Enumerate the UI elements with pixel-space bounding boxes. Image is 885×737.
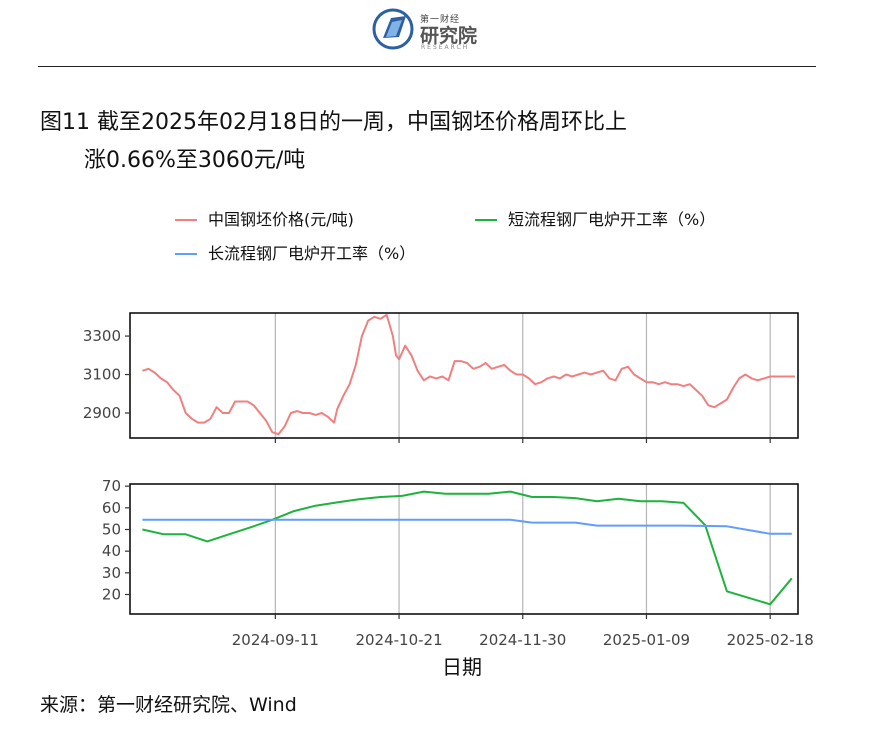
research-logo-icon <box>372 8 414 50</box>
utilization-y-tick-label-5: 70 <box>102 477 121 495</box>
price-panel-frame <box>129 312 799 439</box>
figure-title-line-1: 图11 截至2025年02月18日的一周，中国钢坯价格周环比上 <box>40 110 627 135</box>
utilization-series-line-1 <box>142 518 792 535</box>
utilization-series-line-0 <box>142 490 793 606</box>
utilization-panel-frame <box>129 483 799 615</box>
price-y-tick-label-0: 2900 <box>83 404 121 422</box>
x-tick-label-1: 2024-10-21 <box>355 631 442 649</box>
figure-source: 来源：第一财经研究院、Wind <box>40 694 297 716</box>
utilization-y-tick-label-4: 60 <box>102 499 121 517</box>
figure-title-line-2: 涨0.66%至3060元/吨 <box>84 148 306 173</box>
legend-label-long-process: 长流程钢厂电炉开工率（%） <box>208 244 416 263</box>
utilization-y-tick-label-2: 40 <box>102 542 121 560</box>
header-divider <box>38 66 816 67</box>
legend-label-billet-price: 中国钢坯价格(元/吨) <box>208 210 354 229</box>
utilization-y-tick-label-0: 20 <box>102 586 121 604</box>
price-y-tick-label-2: 3300 <box>83 327 121 345</box>
price-series-line-0 <box>142 313 795 436</box>
x-tick-label-2: 2024-11-30 <box>479 631 566 649</box>
logo-sub-text: RESEARCH <box>421 44 470 51</box>
legend-swatch-short-process <box>475 219 497 221</box>
x-tick-label-3: 2025-01-09 <box>603 631 690 649</box>
x-tick-label-4: 2025-02-18 <box>727 631 814 649</box>
research-logo: 第一财经 研究院 RESEARCH <box>372 6 492 54</box>
legend-swatch-long-process <box>175 253 197 255</box>
logo-top-text: 第一财经 <box>420 15 461 25</box>
logo-main-text: 研究院 <box>420 25 478 47</box>
legend-swatch-billet-price <box>175 219 197 221</box>
x-tick-label-0: 2024-09-11 <box>232 631 319 649</box>
price-y-tick-label-1: 3100 <box>83 366 121 384</box>
legend-label-short-process: 短流程钢厂电炉开工率（%） <box>508 210 716 229</box>
utilization-y-tick-label-1: 30 <box>102 564 121 582</box>
x-axis-title: 日期 <box>442 655 482 679</box>
utilization-y-tick-label-3: 50 <box>102 521 121 539</box>
